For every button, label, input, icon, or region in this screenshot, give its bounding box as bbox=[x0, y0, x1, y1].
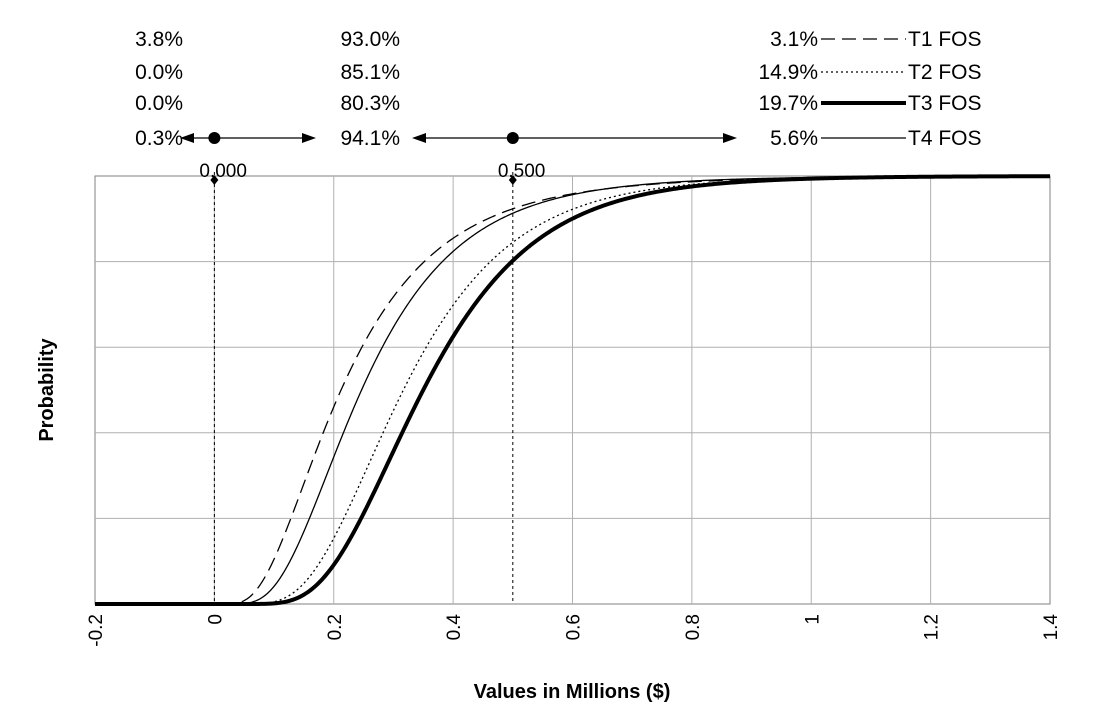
x-tick-labels: -0.2 0 0.2 0.4 0.6 0.8 1 1.2 1.4 bbox=[86, 614, 1062, 647]
left-percent: 0.0% bbox=[135, 61, 183, 84]
series-t2-fos bbox=[95, 175, 1051, 605]
right-range-arrow-head-right bbox=[723, 133, 737, 143]
x-axis-title: Values in Millions ($) bbox=[474, 681, 671, 703]
marker-lines: 0.000 0.500 bbox=[199, 161, 545, 604]
x-tick-label: 0.4 bbox=[444, 614, 465, 641]
middle-percent: 80.3% bbox=[340, 92, 400, 115]
marker-diamond bbox=[210, 175, 219, 185]
left-range-arrow-head-right bbox=[302, 133, 316, 143]
x-tick-label: 0.8 bbox=[683, 614, 704, 640]
right-percent: 5.6% bbox=[770, 127, 818, 150]
x-tick-label: 0.6 bbox=[564, 614, 585, 640]
left-percent: 3.8% bbox=[135, 28, 183, 51]
series-curves bbox=[94, 174, 1051, 606]
right-range-arrow-head-left bbox=[412, 133, 426, 143]
left-range-dot bbox=[208, 132, 221, 144]
y-axis-title: Probability bbox=[36, 337, 58, 441]
x-tick-label: 0.2 bbox=[325, 614, 346, 640]
legend-label: T3 FOS bbox=[908, 92, 982, 115]
left-percent: 0.0% bbox=[135, 92, 183, 115]
middle-percent: 94.1% bbox=[340, 127, 400, 150]
left-range-arrow-head-left bbox=[180, 133, 194, 143]
x-tick-label: 1 bbox=[802, 614, 823, 625]
series-t4-fos bbox=[95, 175, 1050, 605]
legend-label: T4 FOS bbox=[908, 127, 982, 150]
right-percent: 3.1% bbox=[770, 28, 818, 51]
middle-percent: 93.0% bbox=[340, 28, 400, 51]
right-percent: 19.7% bbox=[758, 92, 818, 115]
legend: 3.8% 93.0% 3.1% T1 FOS 0.0% 85.1% 14.9% T2 FOS 0… bbox=[135, 28, 981, 150]
horizontal-gridlines bbox=[95, 261, 1050, 519]
series-t1-fos bbox=[95, 175, 1050, 605]
x-tick-label: -0.2 bbox=[86, 614, 107, 647]
left-percent: 0.3% bbox=[135, 127, 183, 150]
range-arrows bbox=[180, 132, 737, 144]
right-percent: 14.9% bbox=[758, 61, 818, 84]
marker-diamond bbox=[508, 175, 517, 185]
x-tick-label: 0 bbox=[205, 614, 226, 625]
legend-label: T1 FOS bbox=[908, 28, 982, 51]
right-range-dot bbox=[506, 132, 519, 144]
middle-percent: 85.1% bbox=[340, 61, 400, 84]
marker-label: 0.000 bbox=[199, 161, 247, 182]
legend-label: T2 FOS bbox=[908, 61, 982, 84]
marker-label: 0.500 bbox=[498, 161, 546, 182]
x-tick-label: 1.2 bbox=[922, 614, 943, 640]
x-tick-label: 1.4 bbox=[1041, 614, 1062, 641]
